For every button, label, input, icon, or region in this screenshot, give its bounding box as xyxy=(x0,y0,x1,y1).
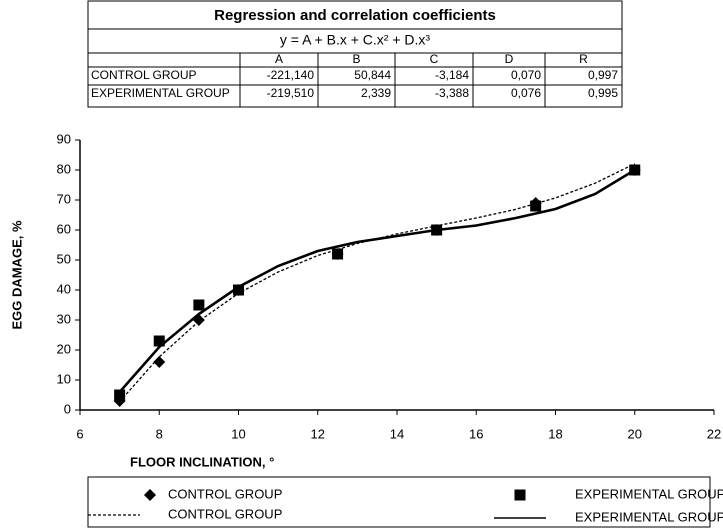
table-header: R xyxy=(579,52,588,66)
table-header: D xyxy=(505,52,514,66)
legend-marker xyxy=(514,489,526,501)
x-tick-label: 22 xyxy=(707,426,721,441)
data-point xyxy=(233,284,244,296)
legend-box xyxy=(87,476,711,528)
x-tick-label: 14 xyxy=(390,426,404,441)
table-cell: 0,997 xyxy=(588,68,618,82)
legend-label: EXPERIMENTAL GROUP xyxy=(575,486,723,501)
table-cell: -221,140 xyxy=(267,68,315,82)
data-point xyxy=(153,335,165,347)
table-cell: 2,339 xyxy=(361,86,391,100)
legend-label: CONTROL GROUP xyxy=(168,486,282,501)
data-point xyxy=(530,200,542,212)
fit-line xyxy=(119,163,636,403)
table-cell: 0,076 xyxy=(511,86,541,100)
y-tick-label: 60 xyxy=(57,221,71,236)
table-cell: 0,995 xyxy=(588,86,618,100)
table-frame xyxy=(87,0,623,108)
table-cell: 50,844 xyxy=(354,68,391,82)
x-tick-label: 6 xyxy=(76,426,83,441)
y-tick-label: 10 xyxy=(57,371,71,386)
data-point xyxy=(629,164,641,176)
x-tick-label: 16 xyxy=(469,426,483,441)
y-tick-label: 80 xyxy=(57,161,71,176)
y-tick-label: 20 xyxy=(57,341,71,356)
table-row-label: EXPERIMENTAL GROUP xyxy=(91,86,230,100)
table-header: A xyxy=(275,52,283,66)
data-point xyxy=(193,299,205,311)
legend-label: CONTROL GROUP xyxy=(168,506,282,521)
table-cell: -3,184 xyxy=(435,68,469,82)
table-header: C xyxy=(430,52,439,66)
data-point xyxy=(153,356,166,368)
y-tick-label: 30 xyxy=(57,311,71,326)
legend-marker xyxy=(144,489,156,501)
fit-line xyxy=(118,168,636,393)
data-point xyxy=(114,389,126,401)
x-tick-label: 12 xyxy=(311,426,325,441)
x-tick-label: 10 xyxy=(231,426,245,441)
table-header: B xyxy=(352,52,360,66)
legend-label: EXPERIMENTAL GROUP xyxy=(575,509,723,524)
y-tick-label: 0 xyxy=(64,401,71,416)
table-cell: 0,070 xyxy=(511,68,541,82)
table-title: Regression and correlation coefficients xyxy=(214,7,496,24)
data-point xyxy=(192,314,205,326)
x-tick-label: 20 xyxy=(628,426,642,441)
y-tick-label: 50 xyxy=(57,251,71,266)
table-equation: y = A + B.x + C.x² + D.x³ xyxy=(280,32,431,48)
data-point xyxy=(431,224,443,236)
y-tick-label: 70 xyxy=(57,191,71,206)
x-tick-label: 8 xyxy=(156,426,163,441)
table-cell: -219,510 xyxy=(267,86,315,100)
table-row-label: CONTROL GROUP xyxy=(91,68,197,82)
x-axis-label: FLOOR INCLINATION, ° xyxy=(130,454,274,469)
data-point xyxy=(332,248,344,260)
y-tick-label: 90 xyxy=(57,131,71,146)
y-axis-label: EGG DAMAGE, % xyxy=(9,220,24,330)
table-cell: -3,388 xyxy=(435,86,469,100)
y-tick-label: 40 xyxy=(57,281,71,296)
x-tick-label: 18 xyxy=(548,426,562,441)
